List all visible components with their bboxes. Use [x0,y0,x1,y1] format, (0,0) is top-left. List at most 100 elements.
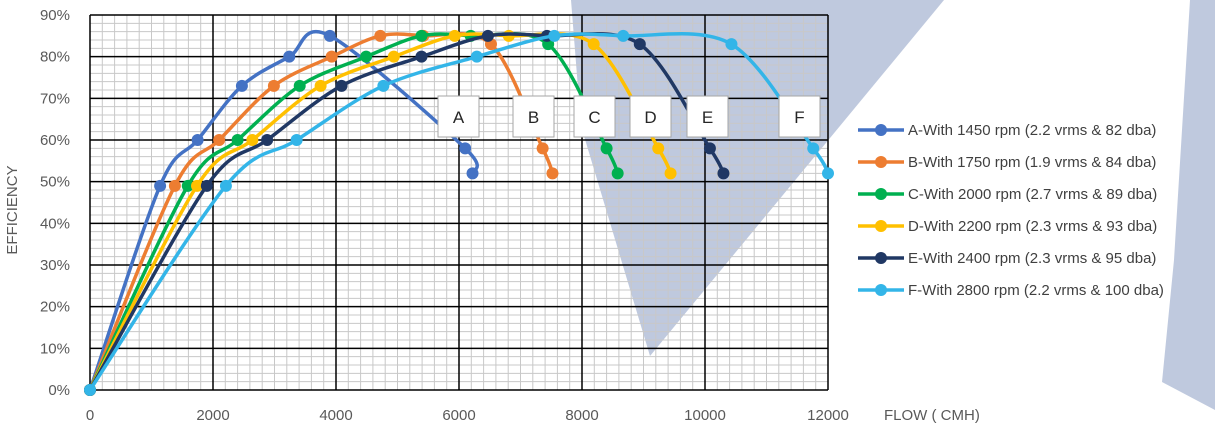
x-tick-label: 12000 [807,407,849,424]
data-point [314,79,327,92]
legend-swatch-marker [875,124,887,136]
curve-label-box [629,95,672,138]
y-tick-label: 50% [40,174,70,191]
legend-item-C: C-With 2000 rpm (2.7 vrms & 89 dba) [858,186,1157,203]
curve-label-E: E [686,95,729,138]
data-point [470,50,483,63]
curve-label-letter: B [528,108,539,127]
curve-label-B: B [512,95,555,138]
x-tick-label: 8000 [565,407,598,424]
legend-item-A: A-With 1450 rpm (2.2 vrms & 82 dba) [858,122,1156,139]
data-point [448,29,461,42]
x-tick-label: 10000 [684,407,726,424]
y-tick-label: 80% [40,49,70,66]
data-point [235,79,248,92]
data-point [360,50,373,63]
data-point [323,29,336,42]
data-point [374,29,387,42]
curve-label-letter: E [702,108,713,127]
data-point [652,142,665,155]
curve-label-letter: A [453,108,465,127]
data-point [822,167,834,180]
series-A [84,29,479,396]
data-point [377,79,390,92]
data-point [703,142,716,155]
data-point [267,79,280,92]
curve-label-box [778,95,821,138]
x-tick-label: 2000 [196,407,229,424]
data-point [246,134,259,146]
series-line [88,29,479,392]
curve-label-letter: D [644,108,656,127]
data-point [231,134,244,146]
data-point [548,29,561,42]
data-point [387,50,400,63]
series [84,29,834,396]
legend-item-E: E-With 2400 rpm (2.3 vrms & 95 dba) [858,250,1156,267]
curve-label-C: C [573,95,616,138]
series-C [84,29,624,396]
legend: A-With 1450 rpm (2.2 vrms & 82 dba) B-Wit… [858,122,1164,299]
data-point [725,38,738,51]
legend-swatch-marker [875,188,887,200]
x-axis-title: FLOW ( CMH) [884,407,980,424]
data-point [481,29,494,42]
curve-labels: A B C D E F [437,95,821,138]
legend-swatch-marker [875,252,887,264]
data-point [219,179,232,192]
y-tick-label: 20% [40,299,70,316]
data-point [84,384,96,396]
y-axis-title: EFFICIENCY [4,165,21,254]
data-point [191,134,204,146]
y-tick-label: 0% [48,382,70,399]
y-tick-label: 70% [40,90,70,107]
data-point [261,134,274,146]
y-tick-label: 30% [40,257,70,274]
data-point [717,167,730,180]
curve-label-letter: F [794,108,804,127]
y-tick-label: 10% [40,340,70,357]
legend-swatch-marker [875,220,887,232]
series-line [88,32,620,392]
data-point [168,179,181,192]
legend-label: B-With 1750 rpm (1.9 vrms & 84 dba) [908,154,1156,171]
data-point [200,179,213,192]
curve-label-box [512,95,555,138]
background-decoration [571,0,1215,410]
data-point [546,167,559,180]
data-point [664,167,677,180]
legend-label: C-With 2000 rpm (2.7 vrms & 89 dba) [908,186,1157,203]
data-point [611,167,624,180]
data-point [335,79,348,92]
curve-label-D: D [629,95,672,138]
data-point [415,50,428,63]
curve-label-letter: C [588,108,600,127]
curve-label-F: F [778,95,821,138]
background-shape-left [571,0,944,356]
data-point [536,142,549,155]
data-point [213,134,226,146]
data-point [633,38,646,51]
data-point [283,50,296,63]
legend-swatch-marker [875,284,887,296]
data-point [807,142,820,155]
data-point [617,29,630,42]
data-point [459,142,472,155]
data-point [587,38,600,51]
data-point [325,50,338,63]
data-point [154,179,167,192]
series-F [84,29,834,396]
y-tick-label: 90% [40,7,70,24]
legend-label: A-With 1450 rpm (2.2 vrms & 82 dba) [908,122,1156,139]
data-point [191,179,204,192]
y-tick-label: 60% [40,132,70,149]
legend-label: F-With 2800 rpm (2.2 vrms & 100 dba) [908,282,1164,299]
curve-label-A: A [437,95,480,138]
legend-label: E-With 2400 rpm (2.3 vrms & 95 dba) [908,250,1156,267]
grid [89,14,829,391]
background-shape-right [1162,0,1215,410]
x-tick-label: 6000 [442,407,475,424]
data-point [181,179,194,192]
curve-label-box [573,95,616,138]
